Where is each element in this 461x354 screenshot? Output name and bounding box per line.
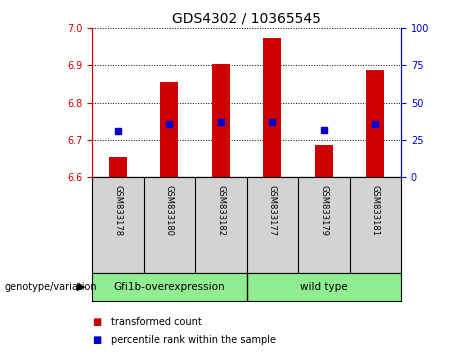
Text: Gfi1b-overexpression: Gfi1b-overexpression xyxy=(113,282,225,292)
Text: GSM833179: GSM833179 xyxy=(319,185,328,236)
Bar xyxy=(160,82,178,177)
Text: GSM833181: GSM833181 xyxy=(371,185,380,236)
Text: genotype/variation: genotype/variation xyxy=(5,282,97,292)
Text: wild type: wild type xyxy=(300,282,348,292)
Text: percentile rank within the sample: percentile rank within the sample xyxy=(111,335,276,345)
Text: GSM833178: GSM833178 xyxy=(113,185,123,236)
Point xyxy=(269,119,276,125)
Text: GSM833177: GSM833177 xyxy=(268,185,277,236)
Text: GSM833182: GSM833182 xyxy=(216,185,225,236)
Bar xyxy=(366,70,384,177)
Text: GSM833180: GSM833180 xyxy=(165,185,174,236)
Point xyxy=(166,121,173,127)
Point xyxy=(372,121,379,127)
Point xyxy=(217,119,225,125)
Text: ■: ■ xyxy=(92,317,101,327)
Bar xyxy=(212,64,230,177)
Text: transformed count: transformed count xyxy=(111,317,201,327)
Bar xyxy=(247,273,401,301)
Bar xyxy=(109,156,127,177)
Text: ▶: ▶ xyxy=(77,282,85,292)
Point xyxy=(114,128,122,133)
Text: ■: ■ xyxy=(92,335,101,345)
Title: GDS4302 / 10365545: GDS4302 / 10365545 xyxy=(172,12,321,26)
Point xyxy=(320,127,327,133)
Bar xyxy=(263,38,281,177)
Bar xyxy=(92,273,247,301)
Bar xyxy=(315,145,333,177)
